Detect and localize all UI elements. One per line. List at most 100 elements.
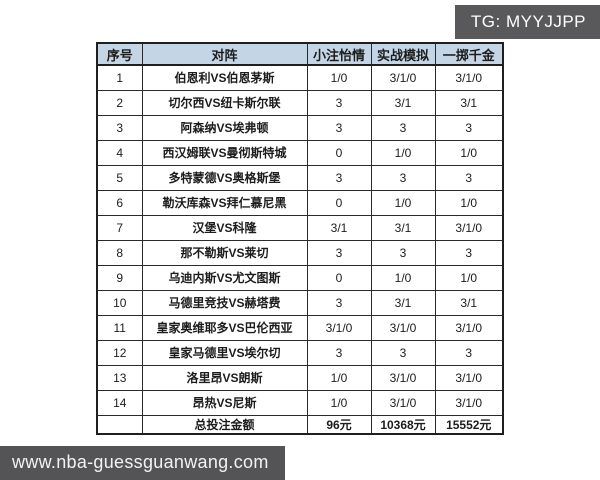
- table-row: 14 昂热VS尼斯 1/0 3/1/0 3/1/0: [96, 389, 504, 416]
- simulation-value: 3/1/0: [370, 314, 436, 341]
- simulation-value: 3/1: [370, 214, 436, 241]
- small-bet-value: 3/1/0: [306, 314, 372, 341]
- total-row: 总投注金额 96元 10368元 15552元: [96, 414, 504, 435]
- small-bet-value: 0: [306, 189, 372, 216]
- table-row: 11 皇家奥维耶多VS巴伦西亚 3/1/0 3/1/0 3/1/0: [96, 314, 504, 341]
- row-number: 2: [96, 89, 143, 116]
- column-header-0: 序号: [96, 42, 143, 66]
- table-row: 13 洛里昂VS朗斯 1/0 3/1/0 3/1/0: [96, 364, 504, 391]
- big-bet-value: 3: [434, 114, 504, 141]
- big-bet-value: 3/1/0: [434, 364, 504, 391]
- simulation-value: 1/0: [370, 189, 436, 216]
- table-row: 8 那不勒斯VS莱切 3 3 3: [96, 239, 504, 266]
- small-bet-value: 1/0: [306, 389, 372, 416]
- small-bet-value: 3: [306, 289, 372, 316]
- row-number: 1: [96, 64, 143, 91]
- column-header-2: 小注怡情: [306, 42, 372, 66]
- matchup: 乌迪内斯VS尤文图斯: [141, 264, 308, 291]
- row-number: 4: [96, 139, 143, 166]
- row-number: 7: [96, 214, 143, 241]
- big-bet-value: 3/1/0: [434, 389, 504, 416]
- table-row: 2 切尔西VS纽卡斯尔联 3 3/1 3/1: [96, 89, 504, 116]
- simulation-value: 3: [370, 239, 436, 266]
- column-header-3: 实战模拟: [370, 42, 436, 66]
- row-number: 13: [96, 364, 143, 391]
- small-bet-value: 3: [306, 339, 372, 366]
- simulation-value: 3: [370, 114, 436, 141]
- simulation-value: 1/0: [370, 139, 436, 166]
- matchup: 汉堡VS科隆: [141, 214, 308, 241]
- big-bet-value: 3: [434, 239, 504, 266]
- small-bet-value: 0: [306, 264, 372, 291]
- column-header-1: 对阵: [141, 42, 308, 66]
- matchup: 皇家奥维耶多VS巴伦西亚: [141, 314, 308, 341]
- simulation-value: 1/0: [370, 264, 436, 291]
- matchup: 阿森纳VS埃弗顿: [141, 114, 308, 141]
- row-number: 8: [96, 239, 143, 266]
- total-label: 总投注金额: [141, 414, 308, 435]
- small-bet-value: 3: [306, 114, 372, 141]
- row-number: 11: [96, 314, 143, 341]
- table-body: 1 伯恩利VS伯恩茅斯 1/0 3/1/0 3/1/0 2 切尔西VS纽卡斯尔联 3 3/1 3/…: [96, 64, 504, 416]
- total-simulation-value: 10368元: [370, 414, 436, 435]
- table-row: 1 伯恩利VS伯恩茅斯 1/0 3/1/0 3/1/0: [96, 64, 504, 91]
- big-bet-value: 3/1/0: [434, 314, 504, 341]
- big-bet-value: 3: [434, 164, 504, 191]
- total-big-bet-value: 15552元: [434, 414, 504, 435]
- row-number: 14: [96, 389, 143, 416]
- big-bet-value: 1/0: [434, 139, 504, 166]
- table-row: 6 勒沃库森VS拜仁慕尼黑 0 1/0 1/0: [96, 189, 504, 216]
- watermark: www.nba-guessguanwang.com: [0, 446, 285, 480]
- small-bet-value: 1/0: [306, 64, 372, 91]
- table-row: 9 乌迪内斯VS尤文图斯 0 1/0 1/0: [96, 264, 504, 291]
- matchup: 昂热VS尼斯: [141, 389, 308, 416]
- table-header-row: 序号 对阵 小注怡情 实战模拟 一掷千金: [96, 42, 504, 66]
- matchup: 伯恩利VS伯恩茅斯: [141, 64, 308, 91]
- table-row: 4 西汉姆联VS曼彻斯特城 0 1/0 1/0: [96, 139, 504, 166]
- big-bet-value: 1/0: [434, 264, 504, 291]
- simulation-value: 3/1: [370, 289, 436, 316]
- matchup: 那不勒斯VS莱切: [141, 239, 308, 266]
- row-number: 9: [96, 264, 143, 291]
- row-number: 12: [96, 339, 143, 366]
- simulation-value: 3/1: [370, 89, 436, 116]
- row-number: 6: [96, 189, 143, 216]
- matchup: 马德里竞技VS赫塔费: [141, 289, 308, 316]
- matchup: 皇家马德里VS埃尔切: [141, 339, 308, 366]
- small-bet-value: 3: [306, 239, 372, 266]
- table-row: 12 皇家马德里VS埃尔切 3 3 3: [96, 339, 504, 366]
- total-empty-cell: [96, 414, 143, 435]
- simulation-value: 3: [370, 339, 436, 366]
- big-bet-value: 3/1/0: [434, 214, 504, 241]
- small-bet-value: 3: [306, 164, 372, 191]
- row-number: 5: [96, 164, 143, 191]
- table-header: 序号 对阵 小注怡情 实战模拟 一掷千金: [96, 42, 504, 66]
- small-bet-value: 1/0: [306, 364, 372, 391]
- big-bet-value: 3/1/0: [434, 64, 504, 91]
- big-bet-value: 3/1: [434, 289, 504, 316]
- table-row: 3 阿森纳VS埃弗顿 3 3 3: [96, 114, 504, 141]
- betting-table: 序号 对阵 小注怡情 实战模拟 一掷千金 1 伯恩利VS伯恩茅斯 1/0 3/1/0 3/1/0…: [96, 42, 504, 435]
- matchup: 西汉姆联VS曼彻斯特城: [141, 139, 308, 166]
- row-number: 3: [96, 114, 143, 141]
- matchup: 多特蒙德VS奥格斯堡: [141, 164, 308, 191]
- column-header-4: 一掷千金: [434, 42, 504, 66]
- simulation-value: 3: [370, 164, 436, 191]
- table-row: 5 多特蒙德VS奥格斯堡 3 3 3: [96, 164, 504, 191]
- simulation-value: 3/1/0: [370, 364, 436, 391]
- matchup: 勒沃库森VS拜仁慕尼黑: [141, 189, 308, 216]
- small-bet-value: 3: [306, 89, 372, 116]
- total-small-bet-value: 96元: [306, 414, 372, 435]
- big-bet-value: 3: [434, 339, 504, 366]
- small-bet-value: 0: [306, 139, 372, 166]
- small-bet-value: 3/1: [306, 214, 372, 241]
- big-bet-value: 1/0: [434, 189, 504, 216]
- telegram-badge: TG: MYYJJPP: [454, 5, 600, 39]
- table-row: 10 马德里竞技VS赫塔费 3 3/1 3/1: [96, 289, 504, 316]
- row-number: 10: [96, 289, 143, 316]
- matchup: 洛里昂VS朗斯: [141, 364, 308, 391]
- simulation-value: 3/1/0: [370, 389, 436, 416]
- simulation-value: 3/1/0: [370, 64, 436, 91]
- table-row: 7 汉堡VS科隆 3/1 3/1 3/1/0: [96, 214, 504, 241]
